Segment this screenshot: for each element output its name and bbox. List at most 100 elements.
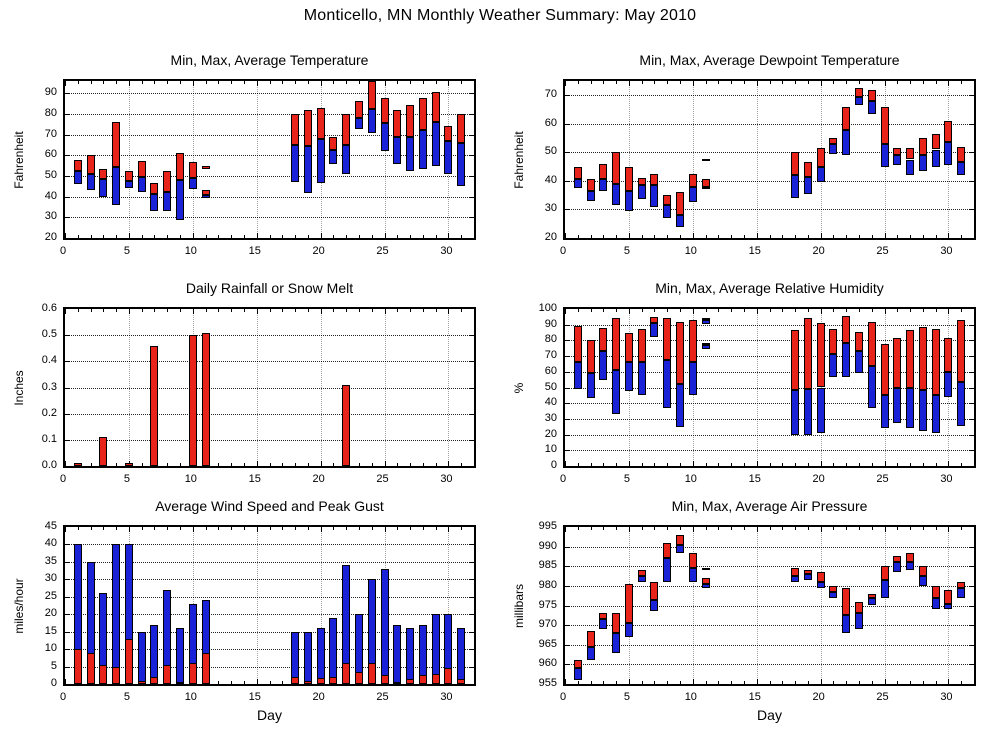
x-tick	[833, 527, 835, 530]
x-tick-label: 30	[940, 245, 953, 257]
y-tick	[65, 93, 70, 95]
y-tick	[969, 605, 974, 607]
wind-day7-peak-gust-bar	[150, 624, 159, 684]
y-tick-label: 970	[538, 618, 557, 631]
v-gridline	[256, 309, 258, 466]
x-tick	[769, 681, 771, 684]
x-tick	[461, 463, 463, 466]
y-tick	[969, 340, 974, 342]
y-tick-label: 30	[544, 202, 557, 215]
y-tick-label: 45	[44, 520, 57, 532]
x-tick	[922, 235, 924, 238]
humidity-day5-min-avg-bar	[624, 362, 633, 391]
x-tick	[961, 527, 963, 530]
x-tick	[795, 81, 797, 84]
x-tick	[795, 235, 797, 238]
x-tick	[846, 527, 848, 530]
y-tick-label: 10	[544, 443, 557, 456]
wind-day25-avg-speed-bar	[380, 675, 389, 684]
y-tick	[469, 413, 474, 415]
pressure-day22-min-avg-bar	[842, 615, 851, 633]
x-tick	[897, 463, 899, 466]
dewpoint-day10-min-avg-bar	[688, 186, 697, 203]
v-gridline	[820, 527, 822, 684]
pressure-day5-min-avg-bar	[624, 623, 633, 637]
x-tick	[858, 463, 860, 466]
x-tick	[884, 461, 886, 466]
x-tick	[948, 81, 950, 86]
temperature-day2-avg-max-bar	[86, 155, 95, 174]
v-gridline	[756, 309, 758, 466]
x-tick	[565, 527, 566, 532]
v-gridline	[384, 309, 386, 466]
x-tick	[833, 81, 835, 84]
y-tick	[65, 114, 70, 116]
x-tick	[256, 679, 258, 684]
x-tick	[641, 527, 643, 530]
dewpoint-day8-min-avg-bar	[663, 205, 672, 219]
x-tick-label: 10	[684, 691, 697, 703]
x-tick	[256, 527, 258, 532]
h-gridline	[565, 95, 974, 97]
temperature-day23-min-avg-bar	[354, 118, 363, 129]
x-tick	[243, 81, 245, 84]
x-tick	[948, 527, 950, 532]
y-tick-label: 20	[544, 427, 557, 440]
x-tick-label: 0	[559, 691, 567, 703]
pressure-day3-min-avg-bar	[599, 619, 608, 630]
x-tick	[807, 463, 809, 466]
x-tick	[231, 235, 233, 238]
x-tick	[961, 235, 963, 238]
pressure-day9-min-avg-bar	[676, 544, 685, 553]
y-tick	[65, 614, 70, 616]
x-tick	[922, 527, 924, 530]
y-tick-label: 40	[44, 537, 57, 550]
x-tick	[628, 679, 630, 684]
pressure-day8-min-avg-bar	[663, 558, 672, 582]
dewpoint-day21-min-avg-bar	[829, 143, 838, 154]
x-tick	[410, 463, 412, 466]
humidity-day20-avg-max-bar	[816, 323, 825, 388]
x-tick	[756, 81, 758, 86]
wind-day8-avg-speed-bar	[163, 664, 172, 684]
dewpoint-day1-avg-max-bar	[573, 166, 582, 180]
pressure-day21-min-avg-bar	[829, 591, 838, 598]
chart-title-dewpoint: Min, Max, Average Dewpoint Temperature	[639, 52, 900, 68]
x-tick-label: 30	[440, 691, 453, 703]
x-tick	[680, 81, 682, 84]
wind-day31-avg-speed-bar	[457, 678, 466, 684]
dewpoint-day10-avg-max-bar	[688, 173, 697, 187]
pressure-day19-min-avg-bar	[803, 574, 812, 580]
temperature-day27-avg-max-bar	[406, 104, 415, 137]
h-gridline	[565, 180, 974, 182]
y-tick	[65, 649, 70, 651]
pressure-day31-avg-max-bar	[957, 581, 966, 588]
y-tick	[469, 387, 474, 389]
x-tick	[871, 527, 873, 530]
rainfall-day7-bar	[150, 345, 159, 466]
humidity-day10-avg-max-bar	[688, 319, 697, 363]
x-tick	[295, 81, 297, 84]
x-tick	[743, 235, 745, 238]
y-tick	[469, 666, 474, 668]
y-tick	[65, 387, 70, 389]
x-tick	[782, 527, 784, 530]
x-tick	[65, 679, 66, 684]
wind-day19-avg-speed-bar	[303, 680, 312, 684]
pressure-day11-avg-max-bar	[701, 578, 710, 584]
h-gridline	[65, 649, 474, 651]
h-gridline	[565, 324, 974, 326]
humidity-day22-min-avg-bar	[842, 342, 851, 377]
y-tick-label: 20	[44, 607, 57, 620]
y-tick-label: 100	[538, 302, 557, 314]
x-tick	[910, 309, 912, 312]
x-tick	[782, 235, 784, 238]
x-tick	[897, 235, 899, 238]
pressure-day9-avg-max-bar	[676, 534, 685, 545]
x-tick	[948, 309, 950, 314]
x-tick	[692, 309, 694, 314]
x-tick	[667, 81, 669, 84]
x-tick-label: 25	[876, 473, 889, 485]
temperature-day9-avg-max-bar	[176, 153, 185, 181]
x-tick	[641, 309, 643, 312]
